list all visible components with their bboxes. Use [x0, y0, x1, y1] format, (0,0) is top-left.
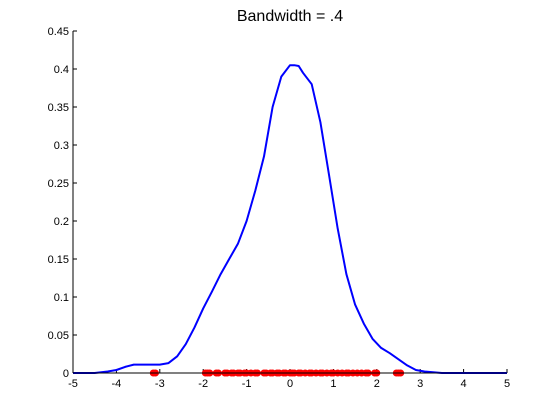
y-tick-label: 0.2 [54, 216, 69, 228]
y-tick-label: 0.15 [48, 254, 69, 266]
y-tick-label: 0.1 [54, 292, 69, 304]
x-tick-label: 3 [417, 378, 423, 390]
density-line [73, 64, 507, 374]
x-tick-label: 4 [461, 378, 467, 390]
x-tick-label: 5 [504, 378, 510, 390]
plot-background [73, 31, 507, 373]
chart-title: Bandwidth = .4 [237, 8, 343, 25]
y-tick-label: 0.35 [48, 102, 69, 114]
x-tick-label: 2 [374, 378, 380, 390]
x-tick-label: 1 [330, 378, 336, 390]
x-tick-label: -3 [155, 378, 165, 390]
y-tick-label: 0.4 [54, 64, 69, 76]
y-tick-label: 0.25 [48, 178, 69, 190]
x-tick-label: -1 [242, 378, 252, 390]
y-tick-label: 0 [63, 368, 69, 380]
x-tick-label: -2 [198, 378, 208, 390]
y-axis-ticks: 0 0.05 0.1 0.15 0.2 0.25 0.3 0.35 0.4 0.45 [48, 26, 77, 380]
y-tick-label: 0.3 [54, 140, 69, 152]
y-tick-label: 0.45 [48, 26, 69, 38]
x-tick-label: -4 [112, 378, 122, 390]
x-tick-label: 0 [287, 378, 293, 390]
x-tick-label: -5 [68, 378, 78, 390]
y-tick-label: 0.05 [48, 330, 69, 342]
